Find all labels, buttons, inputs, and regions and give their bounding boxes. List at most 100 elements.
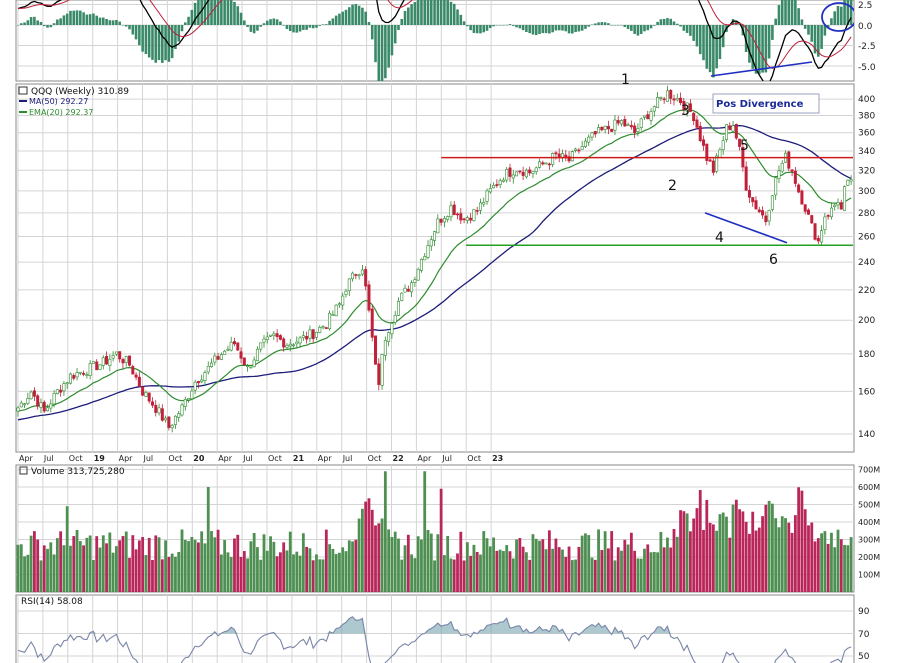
macd-histogram-bar	[36, 20, 39, 25]
candle-down	[134, 374, 138, 378]
macd-tick-label: -2.5	[858, 42, 876, 52]
macd-histogram-bar	[462, 21, 466, 25]
volume-tick-label: 600M	[858, 483, 880, 492]
macd-histogram-bar	[298, 25, 302, 32]
macd-histogram-bar	[88, 14, 92, 25]
macd-histogram-bar	[682, 25, 686, 31]
volume-bar	[174, 556, 177, 592]
candle-up	[331, 314, 335, 316]
volume-bar	[193, 539, 197, 592]
candle-up	[298, 337, 302, 344]
candle-down	[734, 124, 738, 139]
macd-histogram-bar	[380, 25, 384, 81]
macd-histogram-bar	[630, 25, 633, 31]
volume-bar	[151, 559, 154, 592]
candle-down	[370, 308, 374, 338]
macd-histogram-bar	[23, 22, 26, 25]
macd-histogram-bar	[423, 0, 427, 25]
volume-bar	[666, 537, 669, 592]
macd-histogram-bar	[85, 14, 89, 25]
wave-label-6: 6	[769, 252, 778, 268]
macd-histogram-bar	[587, 25, 591, 27]
volume-bar	[836, 529, 840, 592]
macd-histogram-bar	[347, 7, 351, 25]
rsi-overbought-fill	[18, 616, 852, 634]
candle-up	[429, 239, 433, 247]
candle-down	[137, 376, 141, 387]
volume-bar	[705, 499, 709, 592]
macd-histogram-bar	[620, 25, 623, 26]
volume-bar	[121, 536, 125, 592]
candle-up	[52, 393, 56, 405]
macd-histogram-bar	[656, 21, 659, 25]
volume-bar	[482, 531, 486, 592]
candle-down	[803, 204, 807, 212]
candle-up	[780, 162, 784, 172]
macd-histogram-bar	[548, 25, 551, 34]
candle-up	[603, 125, 607, 130]
macd-histogram-bar	[616, 25, 620, 26]
volume-bar	[157, 537, 161, 592]
candle-up	[226, 348, 230, 351]
price-tick-label: 140	[858, 430, 875, 440]
candle-down	[738, 138, 742, 147]
candle-up	[49, 403, 53, 409]
volume-bar	[78, 541, 82, 592]
volume-bar	[662, 547, 666, 592]
macd-histogram-bar	[761, 25, 764, 73]
volume-bar	[531, 534, 535, 592]
candle-up	[538, 161, 542, 168]
macd-histogram-bar	[735, 20, 738, 25]
volume-bar	[826, 543, 830, 592]
macd-histogram-bar	[69, 10, 72, 25]
candle-down	[439, 218, 443, 223]
candle-down	[196, 381, 200, 384]
macd-histogram-bar	[446, 0, 449, 25]
macd-histogram-bar	[275, 19, 279, 25]
wave-label-3: 3	[681, 103, 690, 119]
macd-histogram-bar	[784, 0, 787, 26]
price-tick-label: 180	[858, 350, 875, 360]
time-axis-label: Oct	[69, 454, 83, 463]
macd-histogram-bar	[252, 25, 256, 34]
volume-bar	[593, 559, 597, 592]
macd-histogram-bar	[108, 20, 112, 25]
macd-histogram-bar	[833, 11, 837, 25]
macd-histogram-bar	[515, 25, 518, 28]
volume-tick-label: 700M	[858, 466, 880, 475]
candle-up	[23, 403, 27, 406]
macd-histogram-bar	[147, 25, 151, 58]
candle-up	[492, 185, 496, 189]
macd-histogram-bar	[397, 25, 400, 31]
candle-down	[629, 125, 633, 128]
candle-up	[246, 365, 250, 367]
time-axis-label: Oct	[368, 454, 382, 463]
volume-bar	[649, 552, 653, 592]
price-legend: QQQ (Weekly) 310.89 MA(50) 292.27 EMA(20…	[18, 86, 129, 117]
volume-panel: 700M 600M 500M 400M 300M 200M 100M Volume 313,…	[15, 464, 880, 593]
candle-up	[524, 169, 528, 178]
macd-histogram-bar	[367, 22, 371, 25]
time-axis-label: 20	[193, 454, 205, 463]
volume-bar	[298, 555, 302, 592]
macd-histogram-bar	[636, 25, 640, 36]
volume-bar	[111, 552, 115, 592]
candle-down	[32, 390, 36, 397]
macd-histogram-bar	[190, 9, 194, 25]
rsi-label: RSI(14) 58.08	[21, 597, 83, 607]
macd-histogram-bar	[639, 25, 643, 34]
candle-up	[301, 335, 305, 339]
candle-up	[833, 204, 837, 207]
macd-histogram-bar	[131, 25, 135, 35]
price-tick-label: 280	[858, 209, 875, 219]
volume-bar	[462, 560, 466, 592]
candle-up	[223, 350, 227, 355]
candle-up	[259, 342, 263, 350]
macd-histogram-bar	[531, 25, 535, 35]
time-axis-label: Jul	[242, 454, 253, 463]
macd-histogram-bar	[518, 25, 522, 29]
volume-bar	[374, 525, 377, 592]
macd-histogram-bar	[754, 25, 758, 74]
macd-histogram-bar	[259, 25, 263, 27]
candle-up	[774, 177, 778, 196]
